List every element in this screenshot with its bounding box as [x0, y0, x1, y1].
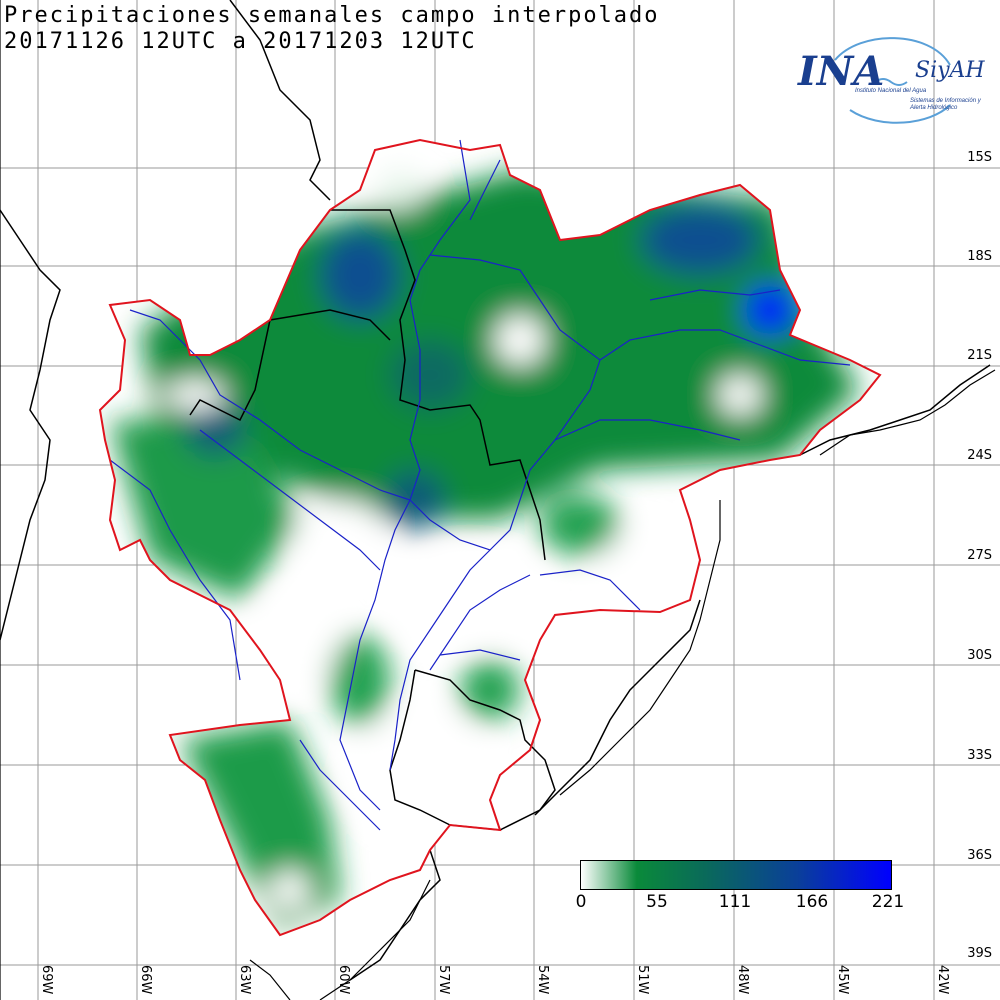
logo-siyah-text: SiyAH [915, 58, 985, 83]
lon-label: 66W [138, 965, 153, 995]
lat-label: 24S [967, 448, 992, 463]
lat-label: 15S [967, 150, 992, 165]
lat-label: 21S [967, 348, 992, 363]
lon-label: 63W [237, 965, 252, 995]
lat-label: 36S [967, 848, 992, 863]
colorbar-tick-label: 55 [646, 892, 668, 912]
colorbar-tick-label: 221 [871, 892, 905, 912]
lat-label: 39S [967, 946, 992, 961]
colorbar-tick-label: 0 [575, 892, 587, 912]
lon-label: 42W [935, 965, 950, 995]
lon-label: 69W [39, 965, 54, 995]
lon-label: 45W [835, 965, 850, 995]
map-title: Precipitaciones semanales campo interpol… [4, 3, 660, 28]
colorbar-tick-label: 111 [718, 892, 752, 912]
logo-system-text: Sistemas de Información y Alerta Hidroló… [910, 98, 981, 111]
country-borders [0, 0, 991, 981]
colorbar-tick-label: 166 [795, 892, 829, 912]
lon-label: 48W [735, 965, 750, 995]
rivers [109, 139, 851, 831]
lat-label: 33S [967, 748, 992, 763]
lat-label: 18S [967, 249, 992, 264]
logo-institute-text: Instituto Nacional del Agua [855, 88, 927, 94]
lon-label: 51W [635, 965, 650, 995]
logo-ina-text: INA [798, 48, 885, 95]
ina-siyah-logo: INA SiyAH Instituto Nacional del Agua Si… [780, 30, 995, 130]
lon-label: 60W [336, 965, 351, 995]
lon-label: 57W [436, 965, 451, 995]
colorbar [580, 860, 892, 890]
lon-label: 54W [535, 965, 550, 995]
logo-arc-icon [834, 37, 951, 124]
map-date-range: 20171126 12UTC a 20171203 12UTC [4, 29, 477, 54]
lat-label: 27S [967, 548, 992, 563]
lat-label: 30S [967, 648, 992, 663]
